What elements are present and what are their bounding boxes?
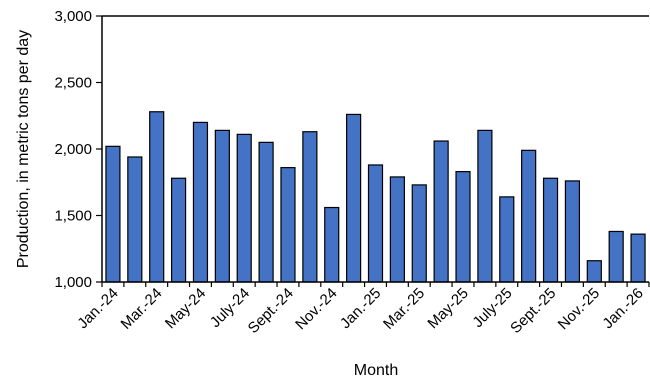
bar-7 [258, 141, 274, 283]
y-axis-title: Production, in metric tons per day [15, 30, 32, 268]
bar-12 [367, 164, 384, 283]
bar-13 [389, 176, 405, 283]
bar-5 [214, 129, 230, 283]
bar-23 [608, 230, 624, 283]
y-tick-label-0: 1,000 [54, 274, 92, 291]
bar-4 [192, 121, 209, 283]
y-ticks-group: 1,000 1,500 2,000 2,500 3,000 [54, 8, 102, 291]
bar-14 [411, 184, 427, 283]
x-tick-label-16: May-25 [424, 285, 471, 332]
x-tick-label-22: Nov.-25 [555, 285, 603, 333]
x-tick-label-2: Mar.-24 [118, 285, 166, 333]
bar-24 [630, 233, 646, 283]
bar-3 [170, 177, 187, 283]
x-tick-label-20: Sept.-25 [507, 285, 559, 337]
bar-6 [236, 133, 252, 283]
bar-0 [105, 145, 121, 283]
bar-1 [127, 156, 143, 283]
x-tick-label-12: Jan.-25 [337, 285, 384, 332]
y-tick-label-4: 3,000 [54, 8, 92, 25]
bar-17 [477, 129, 493, 283]
x-ticks-group: Jan.-24Mar.-24May-24July-24Sept.-24Nov.-… [74, 282, 650, 337]
bar-16 [455, 171, 471, 283]
y-tick-label-2: 2,000 [54, 141, 92, 158]
y-tick-label-3: 2,500 [54, 75, 92, 92]
bar-21 [564, 180, 581, 283]
x-tick-label-0: Jan.-24 [74, 285, 121, 332]
y-tick-label-1: 1,500 [54, 208, 92, 225]
x-tick-label-4: May-24 [162, 285, 209, 332]
bar-18 [499, 196, 515, 283]
x-tick-label-8: Sept.-24 [245, 285, 297, 337]
x-tick-label-14: Mar.-25 [380, 285, 428, 333]
bar-15 [433, 140, 449, 283]
bar-10 [324, 206, 340, 283]
x-tick-label-24: Jan.-26 [599, 285, 646, 332]
bar-2 [149, 111, 165, 283]
x-axis-title: Month [354, 362, 398, 379]
bar-19 [521, 149, 537, 283]
x-tick-label-10: Nov.-24 [292, 285, 340, 333]
bar-8 [280, 167, 296, 283]
bars-group [105, 111, 646, 283]
bar-20 [542, 177, 559, 283]
bar-22 [586, 260, 602, 283]
bar-9 [302, 131, 318, 283]
bar-11 [346, 113, 362, 283]
